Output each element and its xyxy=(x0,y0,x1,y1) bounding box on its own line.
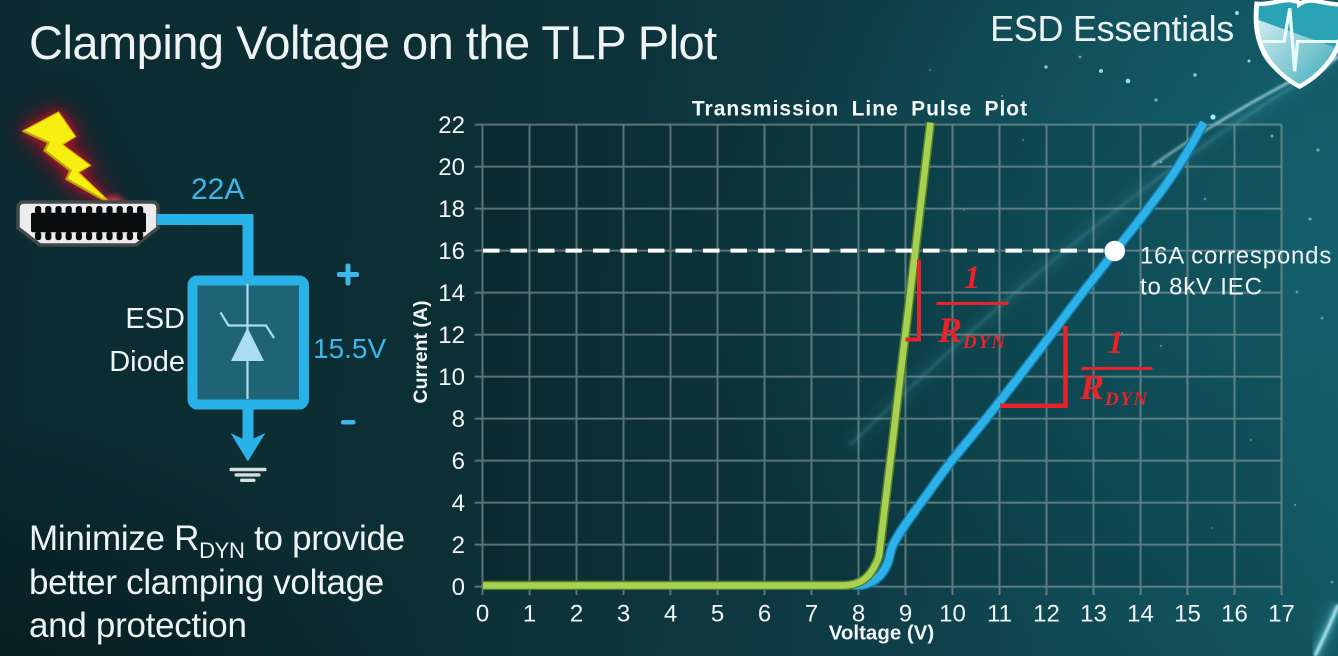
svg-text:17: 17 xyxy=(1268,601,1295,628)
svg-text:5: 5 xyxy=(711,601,724,628)
svg-text:0: 0 xyxy=(452,574,465,601)
svg-text:16: 16 xyxy=(1221,601,1248,628)
svg-text:4: 4 xyxy=(452,490,465,517)
svg-text:4: 4 xyxy=(664,601,677,628)
svg-text:Transmission Line Pulse Plot: Transmission Line Pulse Plot xyxy=(692,98,1028,121)
svg-text:10: 10 xyxy=(939,601,966,628)
svg-text:0: 0 xyxy=(476,601,489,628)
svg-text:12: 12 xyxy=(438,322,465,349)
svg-text:1: 1 xyxy=(1107,325,1124,361)
svg-text:14: 14 xyxy=(1127,601,1154,628)
svg-text:16A corresponds: 16A corresponds xyxy=(1140,243,1332,270)
svg-text:9: 9 xyxy=(899,601,912,628)
svg-text:14: 14 xyxy=(438,280,465,307)
svg-text:8: 8 xyxy=(852,601,865,628)
svg-text:1: 1 xyxy=(523,601,536,628)
svg-text:2: 2 xyxy=(570,601,583,628)
svg-text:8: 8 xyxy=(452,406,465,433)
svg-text:20: 20 xyxy=(438,154,465,181)
svg-text:13: 13 xyxy=(1080,601,1107,628)
svg-text:Current (A): Current (A) xyxy=(410,301,432,404)
svg-text:2: 2 xyxy=(452,532,465,559)
svg-text:6: 6 xyxy=(758,601,771,628)
svg-text:RDYN: RDYN xyxy=(1079,367,1149,410)
svg-text:6: 6 xyxy=(452,448,465,475)
svg-text:10: 10 xyxy=(438,364,465,391)
svg-text:15: 15 xyxy=(1174,601,1201,628)
svg-text:7: 7 xyxy=(805,601,818,628)
svg-text:16: 16 xyxy=(438,238,465,265)
svg-text:22: 22 xyxy=(438,112,465,139)
svg-text:18: 18 xyxy=(438,196,465,223)
svg-text:12: 12 xyxy=(1033,601,1060,628)
svg-text:3: 3 xyxy=(617,601,630,628)
svg-text:1: 1 xyxy=(964,260,981,296)
svg-text:to 8kV IEC: to 8kV IEC xyxy=(1140,274,1263,301)
svg-text:Voltage (V): Voltage (V) xyxy=(829,622,935,645)
svg-text:11: 11 xyxy=(987,601,1012,628)
